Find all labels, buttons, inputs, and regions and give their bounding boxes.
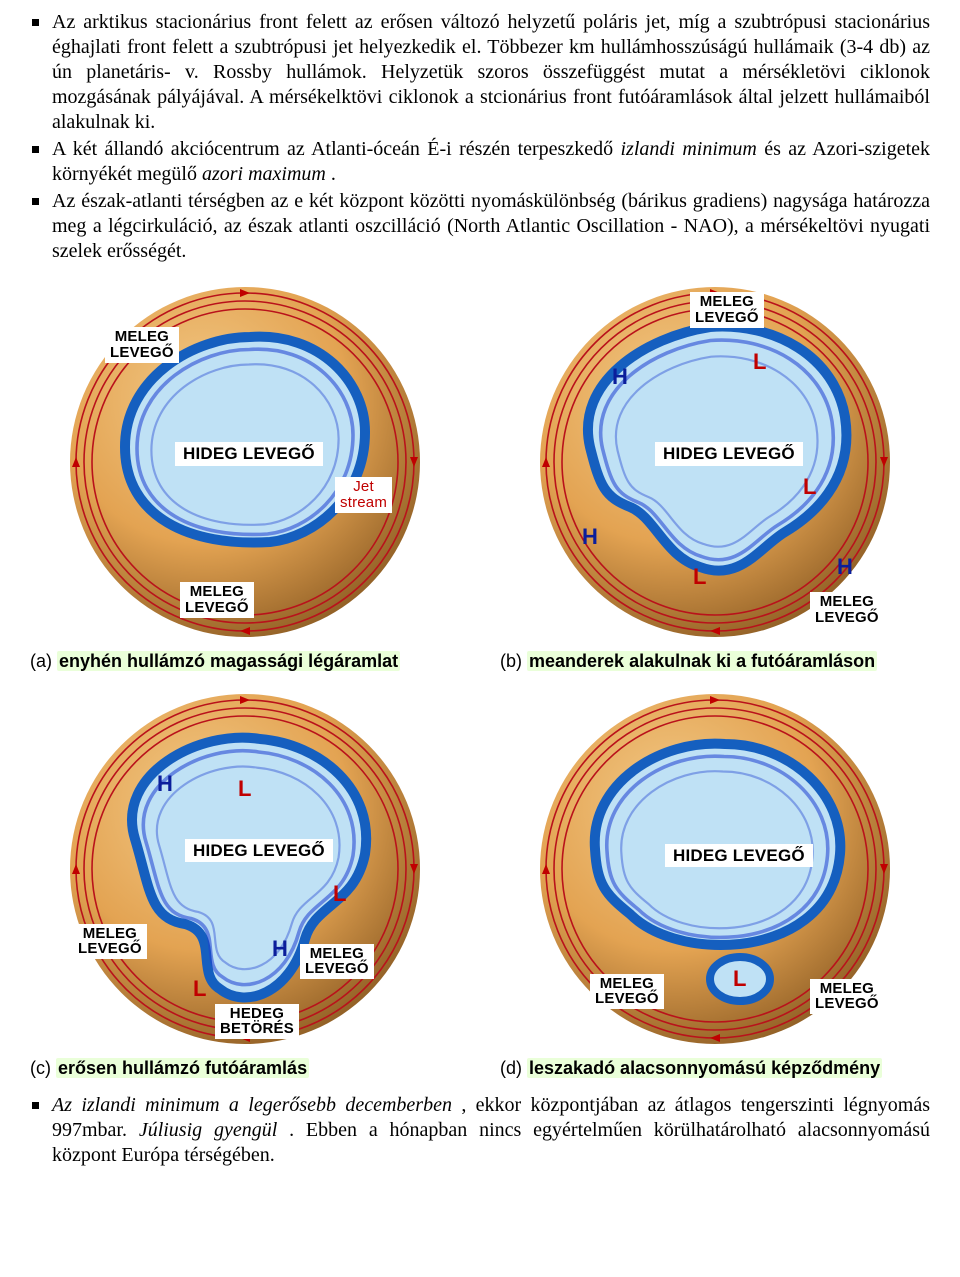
panel-caption-c: (c) erősen hullámzó futóáramlás	[30, 1057, 460, 1080]
warm-air-label: MELEG LEVEGŐ	[810, 592, 884, 628]
panel-caption-b: (b) meanderek alakulnak ki a futóáramlás…	[500, 650, 930, 673]
bullet-list-top: Az arktikus stacionárius front felett az…	[30, 10, 930, 264]
bullet-emphasis: izlandi minimum	[621, 138, 757, 160]
bullet-text: A két állandó akciócentrum az Atlanti-óc…	[52, 138, 621, 160]
low-pressure-icon: L	[693, 563, 706, 591]
bullet-emphasis: azori maximum	[202, 163, 326, 185]
panel-caption-text: erősen hullámzó futóáramlás	[56, 1058, 309, 1078]
panel-caption-text: enyhén hullámzó magassági légáramlat	[57, 651, 400, 671]
panel-caption-d: (d) leszakadó alacsonnyomású képződmény	[500, 1057, 930, 1080]
bullet-emphasis: Júliusig gyengül	[139, 1119, 277, 1141]
bullet-emphasis: Az izlandi minimum a legerősebb december…	[52, 1094, 452, 1116]
low-pressure-icon: L	[803, 473, 816, 501]
warm-air-label: MELEG LEVEGŐ	[810, 979, 884, 1015]
bullet-item: Az izlandi minimum a legerősebb december…	[30, 1093, 930, 1168]
bullet-item: A két állandó akciócentrum az Atlanti-óc…	[30, 137, 930, 187]
bullet-item: Az arktikus stacionárius front felett az…	[30, 10, 930, 135]
low-pressure-icon: L	[238, 775, 251, 803]
figure-panel-b: H H H L L L MELEG LEVEGŐ HIDEG LEVEGŐ MELEG LEVE…	[500, 282, 930, 673]
globe-svg	[65, 689, 425, 1049]
cold-air-core	[125, 337, 365, 543]
warm-air-label: MELEG LEVEGŐ	[180, 582, 254, 618]
high-pressure-icon: H	[157, 770, 173, 798]
cold-air-label: HIDEG LEVEGŐ	[665, 844, 813, 868]
low-pressure-icon: L	[333, 880, 346, 908]
low-pressure-icon: L	[193, 975, 206, 1003]
high-pressure-icon: H	[582, 523, 598, 551]
low-pressure-icon: L	[733, 965, 746, 993]
figure-panel-d: L HIDEG LEVEGŐ MELEG LEVEGŐ MELEG LEVEGŐ (d…	[500, 689, 930, 1080]
panel-letter: (c)	[30, 1058, 51, 1078]
panel-caption-text: leszakadó alacsonnyomású képződmény	[527, 1058, 882, 1078]
high-pressure-icon: H	[612, 363, 628, 391]
high-pressure-icon: H	[272, 935, 288, 963]
globe-a: MELEG LEVEGŐ HIDEG LEVEGŐ Jet stream MELEG …	[65, 282, 425, 642]
cold-intrusion-label: HEDEG BETÖRÉS	[215, 1004, 299, 1040]
bullet-text: Az észak-atlanti térségben az e két közp…	[52, 190, 930, 262]
bullet-list-bottom: Az izlandi minimum a legerősebb december…	[30, 1093, 930, 1168]
globe-c: HHHLLLHIDEG LEVEGŐMELEG LEVEGŐMELEG LEVE…	[65, 689, 425, 1049]
cold-air-label: HIDEG LEVEGŐ	[175, 442, 323, 466]
bullet-text: .	[331, 163, 336, 185]
warm-air-label: MELEG LEVEGŐ	[300, 944, 374, 980]
bullet-item: Az észak-atlanti térségben az e két közp…	[30, 189, 930, 264]
panel-letter: (b)	[500, 651, 522, 671]
panel-letter: (d)	[500, 1058, 522, 1078]
cold-air-label: HIDEG LEVEGŐ	[185, 839, 333, 863]
bullet-text: Az arktikus stacionárius front felett az…	[52, 11, 930, 133]
cold-air-label: HIDEG LEVEGŐ	[655, 442, 803, 466]
panel-caption-a: (a) enyhén hullámzó magassági légáramlat	[30, 650, 460, 673]
warm-air-label: MELEG LEVEGŐ	[73, 924, 147, 960]
figure-grid: MELEG LEVEGŐ HIDEG LEVEGŐ Jet stream MELEG …	[30, 282, 930, 1079]
warm-air-label: MELEG LEVEGŐ	[105, 327, 179, 363]
panel-caption-text: meanderek alakulnak ki a futóáramláson	[527, 651, 877, 671]
panel-letter: (a)	[30, 651, 52, 671]
document-page: Az arktikus stacionárius front felett az…	[0, 0, 960, 1212]
jetstream-figure: MELEG LEVEGŐ HIDEG LEVEGŐ Jet stream MELEG …	[30, 282, 930, 1079]
globe-b: H H H L L L MELEG LEVEGŐ HIDEG LEVEGŐ MELEG LEVE…	[535, 282, 895, 642]
globe-d: L HIDEG LEVEGŐ MELEG LEVEGŐ MELEG LEVEGŐ	[535, 689, 895, 1049]
warm-air-label: MELEG LEVEGŐ	[690, 292, 764, 328]
low-pressure-icon: L	[753, 348, 766, 376]
high-pressure-icon: H	[837, 553, 853, 581]
figure-panel-a: MELEG LEVEGŐ HIDEG LEVEGŐ Jet stream MELEG …	[30, 282, 460, 673]
jet-stream-label: Jet stream	[335, 477, 392, 513]
figure-panel-c: HHHLLLHIDEG LEVEGŐMELEG LEVEGŐMELEG LEVE…	[30, 689, 460, 1080]
warm-air-label: MELEG LEVEGŐ	[590, 974, 664, 1010]
